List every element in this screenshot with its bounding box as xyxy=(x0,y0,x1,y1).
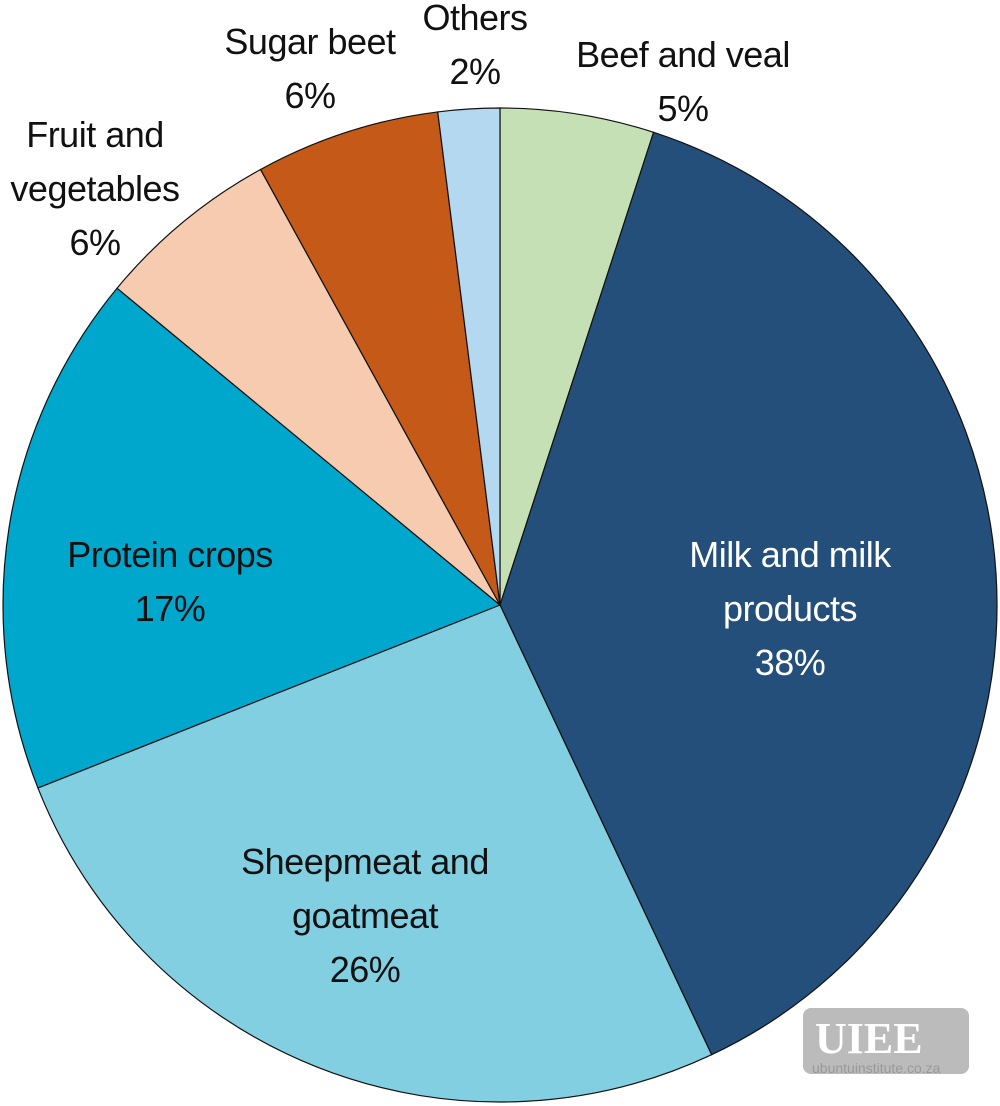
pie-slice xyxy=(499,131,998,1056)
value-label: 26% xyxy=(329,949,401,990)
slice-label: Fruit and vegetables 6% xyxy=(0,108,195,270)
value-label: 5% xyxy=(657,88,709,129)
category-label: Fruit and vegetables xyxy=(10,114,180,209)
value-label: 17% xyxy=(134,588,206,629)
logo-url: ubuntuinstitute.co.za xyxy=(812,1060,941,1076)
category-label: Others xyxy=(422,0,528,38)
value-label: 2% xyxy=(449,51,501,92)
logo: UIEE xyxy=(803,1008,969,1074)
value-label: 6% xyxy=(284,75,336,116)
value-label: 6% xyxy=(69,222,121,263)
slice-label: Milk and milk products 38% xyxy=(660,528,920,690)
pie-slice xyxy=(116,168,501,606)
slice-label: Others 2% xyxy=(400,0,550,99)
category-label: Beef and veal xyxy=(576,34,790,75)
slice-label: Sheepmeat and goatmeat 26% xyxy=(220,835,510,997)
pie-slice xyxy=(2,287,502,789)
pie-slice xyxy=(37,604,713,1103)
slice-label: Beef and veal 5% xyxy=(543,28,823,136)
category-label: Sheepmeat and goatmeat xyxy=(241,841,489,936)
category-label: Protein crops xyxy=(67,534,273,575)
pie-slice xyxy=(499,107,655,606)
pie-slice xyxy=(437,107,501,606)
slice-label: Sugar beet 6% xyxy=(200,15,420,123)
category-label: Milk and milk products xyxy=(689,534,891,629)
category-label: Sugar beet xyxy=(224,21,396,62)
pie-slice xyxy=(259,111,501,606)
value-label: 38% xyxy=(754,642,826,683)
slice-label: Protein crops 17% xyxy=(40,528,300,636)
